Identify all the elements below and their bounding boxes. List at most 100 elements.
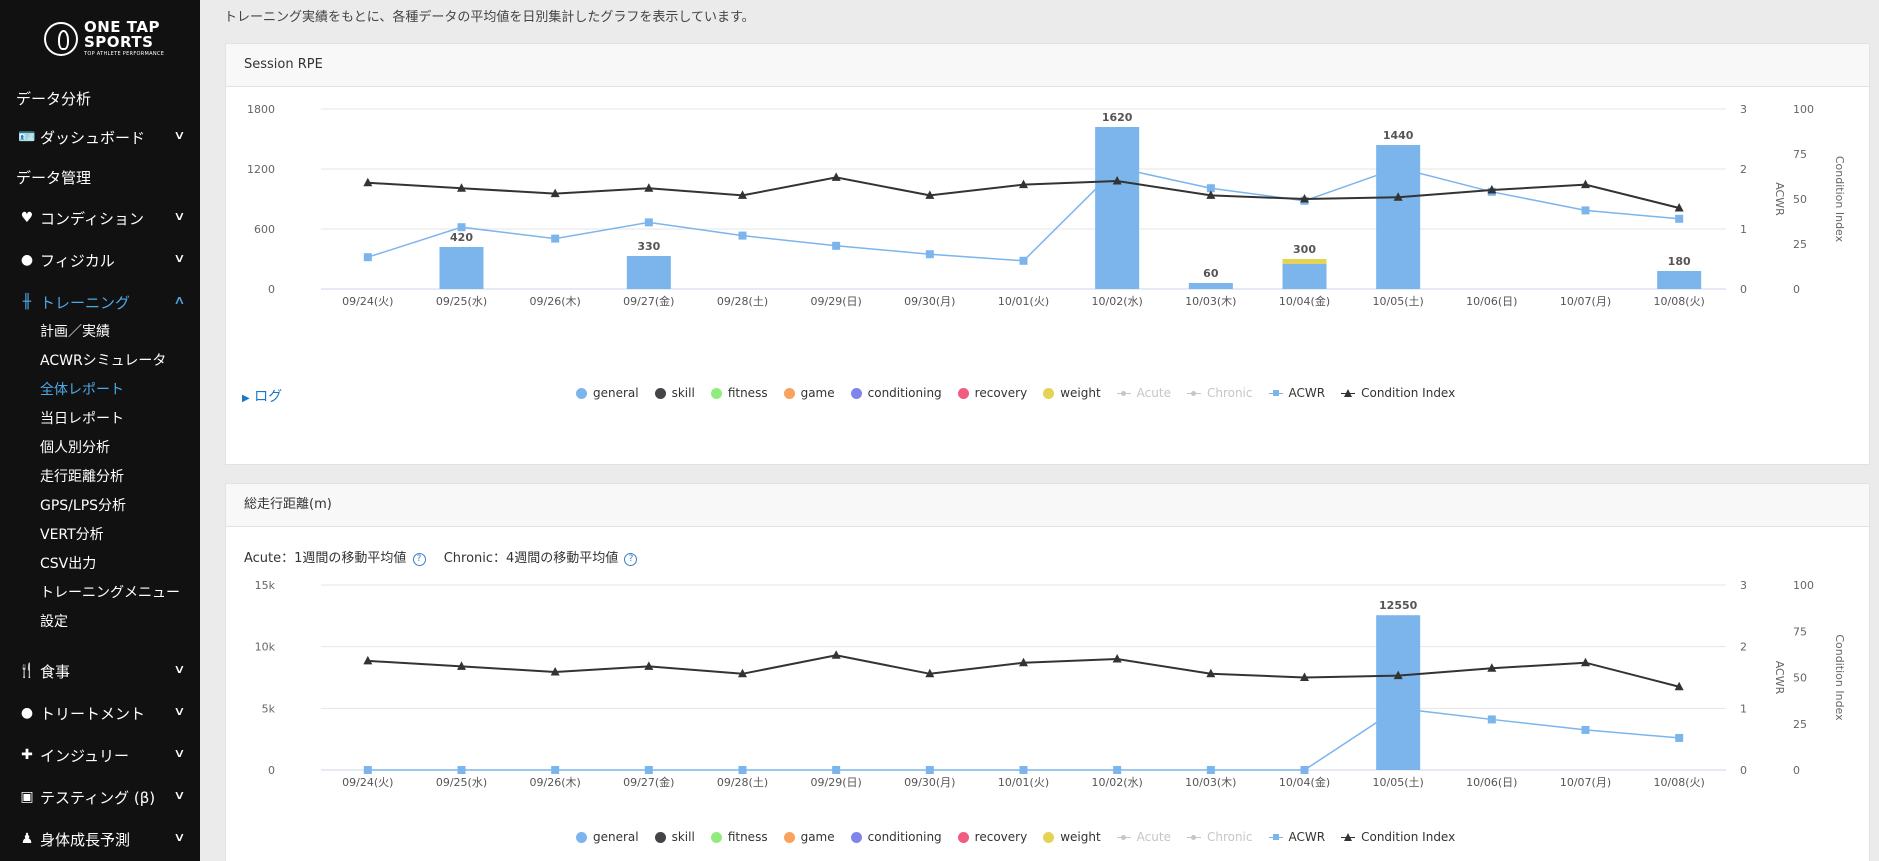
sidebar-item-data-management[interactable]: データ管理 [0, 160, 200, 194]
legend-label: general [593, 386, 639, 400]
legend-item-recovery[interactable]: recovery [957, 830, 1027, 844]
chevron-down-icon: ∨ [173, 746, 186, 760]
submenu-acwr-simulator[interactable]: ACWRシミュレータ [40, 353, 167, 369]
legend-dot-icon [957, 831, 969, 843]
y-tick-label: 10k [255, 641, 276, 654]
sidebar-item-label: ダッシュボード [40, 128, 146, 147]
legend-item-conditioning[interactable]: conditioning [850, 830, 942, 844]
legend-item-general[interactable]: general [576, 830, 639, 844]
legend-item-recovery[interactable]: recovery [957, 386, 1027, 400]
legend-item-acute[interactable]: Acute [1116, 386, 1171, 400]
acwr-point [925, 766, 934, 774]
sidebar-item-testing[interactable]: ▣ テスティング (β) ∨ [0, 780, 200, 814]
legend-item-chronic[interactable]: Chronic [1186, 386, 1253, 400]
legend-item-skill[interactable]: skill [654, 830, 695, 844]
sidebar-item-condition[interactable]: ♥ コンディション ∨ [0, 201, 200, 235]
panel-title: 総走行距離(m) [226, 484, 1869, 527]
submenu-plan-results[interactable]: 計画／実績 [40, 324, 110, 340]
acwr-point [457, 223, 466, 232]
condition-index-point [644, 661, 654, 670]
acwr-tick-label: 0 [1740, 283, 1747, 296]
x-tick-label: 09/28(土) [717, 295, 768, 308]
legend-item-condition-index[interactable]: Condition Index [1341, 830, 1455, 844]
legend-item-game[interactable]: game [783, 386, 835, 400]
submenu-training-menu[interactable]: トレーニングメニュー [40, 585, 180, 601]
acwr-line [367, 707, 1680, 771]
legend-item-fitness[interactable]: fitness [710, 386, 768, 400]
chalkboard-teacher-icon: ▣ [20, 789, 34, 805]
sidebar-item-training[interactable]: ╫ トレーニング ∧ [0, 285, 200, 319]
legend-item-acute[interactable]: Acute [1116, 830, 1171, 844]
x-tick-label: 10/05(土) [1373, 295, 1424, 308]
legend-dot-icon [576, 387, 587, 399]
sidebar-item-physical[interactable]: ● フィジカル ∨ [0, 243, 200, 277]
sidebar-item-label: トレーニング [40, 293, 131, 312]
submenu-vert[interactable]: VERT分析 [40, 527, 104, 543]
sidebar-item-treatment[interactable]: ● トリートメント ∨ [0, 696, 200, 730]
chevron-up-icon: ∧ [173, 293, 186, 307]
acute-chronic-note: Acute：1週間の移動平均値 ? Chronic：4週間の移動平均値 ? [244, 547, 638, 566]
legend-item-acwr[interactable]: ACWR [1268, 830, 1325, 844]
legend-item-condition-index[interactable]: Condition Index [1341, 386, 1455, 400]
acwr-tick-label: 1 [1740, 223, 1747, 236]
condition-index-tick-label: 0 [1793, 764, 1800, 777]
legend-dot-icon [576, 831, 587, 843]
sidebar-item-growth-prediction[interactable]: ♟ 身体成長予測 ∨ [0, 822, 200, 856]
legend-item-fitness[interactable]: fitness [710, 830, 768, 844]
data-label: 1440 [1383, 129, 1414, 142]
sidebar-item-data-analysis[interactable]: データ分析 [0, 81, 200, 115]
submenu-daily-report[interactable]: 当日レポート [40, 411, 124, 427]
submenu-gps-lps[interactable]: GPS/LPS分析 [40, 498, 127, 514]
one-tap-sports-logo[interactable]: ONE TAP SPORTS TOP ATHLETE PERFORMANCE [44, 20, 164, 57]
total-distance-chart: 0 5k 10k 15k 0 1 2 3 0 25 50 75 100 ACWR Condition Ind… [255, 579, 1846, 789]
sidebar-item-injury[interactable]: ✚ インジュリー ∨ [0, 738, 200, 772]
help-icon[interactable]: ? [624, 553, 638, 566]
condition-index-point [1300, 672, 1309, 681]
x-tick-label: 10/02(水) [1092, 776, 1143, 789]
legend-item-chronic[interactable]: Chronic [1186, 830, 1253, 844]
legend-item-game[interactable]: game [783, 830, 835, 844]
bar-general [1282, 264, 1327, 289]
submenu-csv-export[interactable]: CSV出力 [40, 556, 97, 572]
acwr-point [925, 250, 934, 259]
chevron-down-icon: ∨ [173, 704, 186, 718]
sidebar-item-meals[interactable]: 🍴 食事 ∨ [0, 654, 200, 688]
legend-item-weight[interactable]: weight [1043, 386, 1101, 400]
condition-index-point [1393, 192, 1403, 201]
main-content: トレーニング実績をもとに、各種データの平均値を日別集計したグラフを表示しています… [200, 0, 1879, 861]
legend-item-acwr[interactable]: ACWR [1268, 386, 1325, 400]
bar-general [626, 256, 671, 289]
submenu-overall-report[interactable]: 全体レポート [40, 382, 124, 398]
x-tick-label: 09/27(金) [623, 294, 674, 308]
legend-label: weight [1060, 386, 1101, 400]
submenu-running-distance[interactable]: 走行距離分析 [40, 469, 124, 485]
condition-index-point [1112, 176, 1122, 185]
dumbbell-icon: ╫ [22, 294, 32, 310]
legend-label: skill [671, 386, 695, 400]
submenu-settings[interactable]: 設定 [40, 614, 68, 630]
data-label: 1620 [1102, 111, 1133, 124]
id-card-icon: 🪪 [18, 129, 36, 145]
legend-item-weight[interactable]: weight [1043, 830, 1101, 844]
acwr-point [1019, 256, 1028, 265]
legend-item-general[interactable]: general [576, 386, 639, 400]
acwr-point [644, 766, 653, 774]
acwr-point [1206, 766, 1215, 774]
acwr-point [1113, 163, 1122, 172]
legend-dot-icon [654, 387, 666, 399]
sidebar-item-dashboard[interactable]: 🪪 ダッシュボード ∨ [0, 120, 200, 154]
caret-right-icon: ▶ [242, 393, 250, 404]
condition-index-point [457, 183, 466, 192]
chevron-down-icon: ∨ [173, 830, 186, 844]
chart-legend: general skill fitness game conditioning recov… [576, 830, 1471, 844]
legend-line-icon [1268, 388, 1283, 399]
log-toggle-link[interactable]: ▶ ログ [242, 386, 282, 406]
legend-label: fitness [727, 830, 768, 844]
submenu-individual-analysis[interactable]: 個人別分析 [40, 440, 110, 456]
condition-index-point [363, 177, 373, 187]
legend-item-conditioning[interactable]: conditioning [850, 386, 942, 400]
legend-item-skill[interactable]: skill [654, 386, 695, 400]
legend-label: fitness [727, 386, 768, 400]
acwr-point [363, 253, 372, 262]
help-icon[interactable]: ? [412, 553, 426, 566]
